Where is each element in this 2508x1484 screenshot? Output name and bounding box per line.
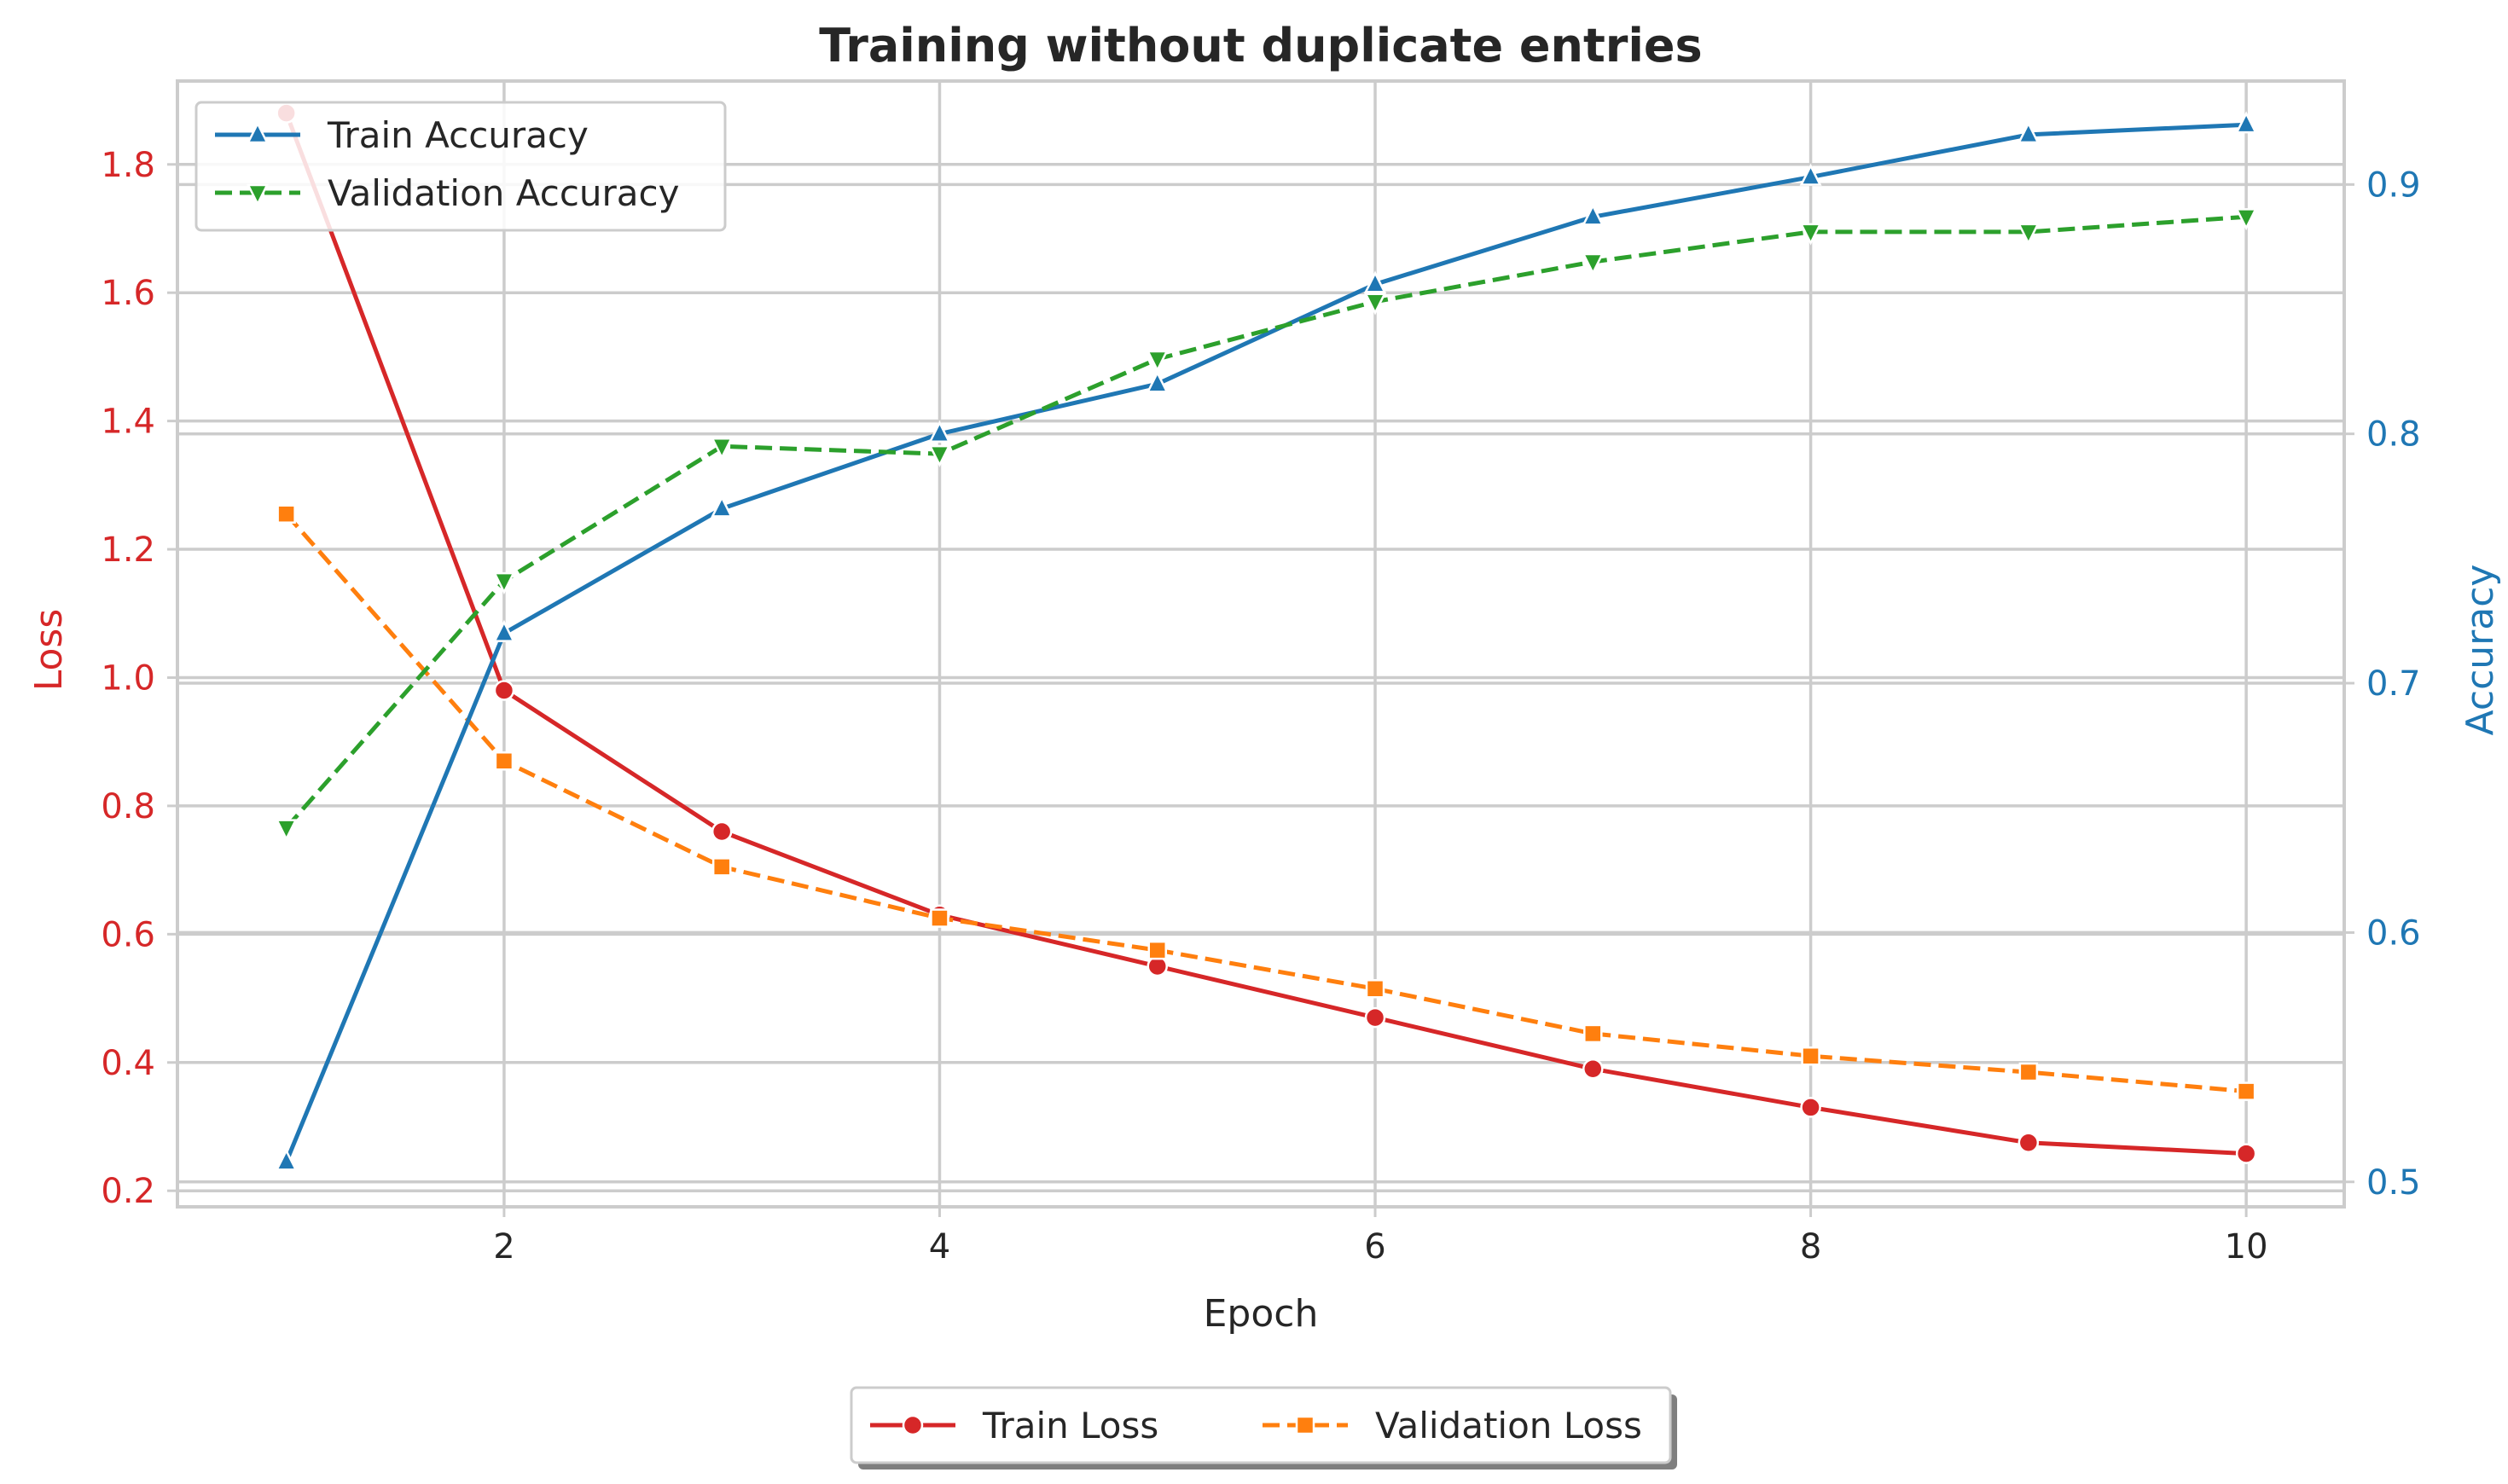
train-accuracy-point [1363, 270, 1387, 293]
x-axis-label: Epoch [1204, 1292, 1319, 1336]
validation-accuracy-point [1363, 293, 1387, 316]
validation-accuracy-point [928, 444, 951, 467]
x-tick-label: 4 [929, 1227, 950, 1267]
legend-frame [850, 1386, 1672, 1464]
train-loss-point [1364, 1006, 1386, 1029]
x-tick-label: 2 [493, 1227, 514, 1267]
train-loss-series [276, 102, 2257, 1164]
plot-frame [176, 79, 2346, 1209]
legend-entry-train-accuracy: Train Accuracy [215, 114, 589, 156]
left-tick-label: 1.4 [101, 403, 155, 442]
validation-accuracy-point [492, 571, 515, 594]
validation-accuracy-point [275, 819, 298, 842]
validation-loss-line [284, 513, 2247, 1094]
validation-accuracy-point [1582, 252, 1605, 275]
grid [177, 81, 2344, 1207]
train-accuracy-point [928, 420, 951, 443]
left-tick-label: 1.6 [101, 274, 155, 313]
validation-accuracy-series [275, 208, 2258, 842]
validation-loss-point [1147, 940, 1167, 960]
train-loss-point [1582, 1058, 1604, 1080]
right-tick-label: 0.7 [2366, 664, 2421, 704]
right-tick-label: 0.9 [2366, 165, 2421, 205]
legend-marker [1295, 1415, 1315, 1435]
train-accuracy-point [2235, 111, 2258, 134]
left-tick-label: 0.8 [101, 787, 155, 826]
legend-label: Validation Loss [1375, 1405, 1642, 1446]
train-loss-point [2017, 1132, 2040, 1154]
chart-title: Training without duplicate entries [819, 19, 1702, 72]
train-loss-point [1800, 1097, 1821, 1118]
train-loss-point [711, 820, 733, 843]
x-tick-label: 10 [2225, 1227, 2268, 1267]
left-axis-label: Loss [27, 609, 71, 692]
validation-loss-point [1365, 979, 1385, 999]
validation-accuracy-point [2017, 223, 2040, 246]
validation-accuracy-point [711, 438, 734, 461]
left-tick-label: 0.4 [101, 1044, 155, 1083]
legend-entry-validation-accuracy: Validation Accuracy [215, 172, 680, 214]
validation-accuracy-point [2235, 208, 2258, 231]
right-tick-label: 0.6 [2366, 913, 2421, 953]
validation-loss-point [2236, 1081, 2256, 1101]
x-tick-label: 6 [1364, 1227, 1385, 1267]
validation-accuracy-line [284, 214, 2247, 830]
accuracy-legend: Train Accuracy Validation Accuracy [194, 101, 727, 232]
validation-loss-point [2018, 1062, 2039, 1082]
train-loss-point [493, 680, 515, 701]
x-tick-label: 8 [1800, 1227, 1821, 1267]
right-axis-label: Accuracy [2459, 565, 2502, 736]
left-tick-label: 0.6 [101, 915, 155, 954]
legend-entry-validation-loss: Validation Loss [1263, 1405, 1642, 1446]
validation-loss-point [711, 857, 732, 877]
train-accuracy-point [1146, 370, 1169, 393]
legend-label: Validation Accuracy [328, 172, 680, 214]
train-accuracy-point [711, 495, 734, 518]
train-accuracy-point [2017, 121, 2040, 144]
left-tick-label: 1.8 [101, 146, 155, 185]
legend-label: Train Loss [982, 1405, 1158, 1446]
train-accuracy-point [275, 1148, 298, 1171]
legend-entry-train-loss: Train Loss [870, 1405, 1158, 1446]
validation-loss-point [930, 908, 949, 928]
loss-legend: Train Loss Validation Loss [850, 1386, 1677, 1470]
legend-frame [194, 101, 727, 232]
train-accuracy-series [275, 111, 2258, 1171]
right-tick-label: 0.5 [2366, 1163, 2421, 1203]
validation-loss-point [276, 504, 296, 524]
left-tick-label: 1.2 [101, 530, 155, 570]
series-layer [275, 102, 2258, 1171]
ticks-layer: 2 4 6 8 10 0.2 0.4 0.6 0.8 1.0 1.2 1.4 1.6 1.8 0.5 0.6 0… [101, 146, 2420, 1267]
left-tick-label: 1.0 [101, 658, 155, 698]
validation-loss-series [276, 504, 2256, 1101]
legend-marker [246, 183, 270, 206]
validation-accuracy-point [1146, 350, 1169, 373]
train-accuracy-point [1582, 203, 1605, 226]
train-loss-point [2235, 1143, 2257, 1164]
validation-loss-point [1583, 1023, 1603, 1044]
right-tick-label: 0.8 [2366, 415, 2421, 455]
train-accuracy-point [492, 619, 515, 642]
validation-loss-point [494, 751, 514, 771]
train-accuracy-line [284, 122, 2247, 1163]
legend-label: Train Accuracy [327, 114, 589, 156]
train-loss-line [284, 112, 2247, 1156]
train-accuracy-point [1799, 163, 1822, 186]
legend-marker [246, 121, 270, 144]
validation-loss-point [1801, 1046, 1820, 1066]
legend-marker [902, 1414, 924, 1436]
left-tick-label: 0.2 [101, 1172, 155, 1211]
validation-accuracy-point [1799, 223, 1822, 246]
